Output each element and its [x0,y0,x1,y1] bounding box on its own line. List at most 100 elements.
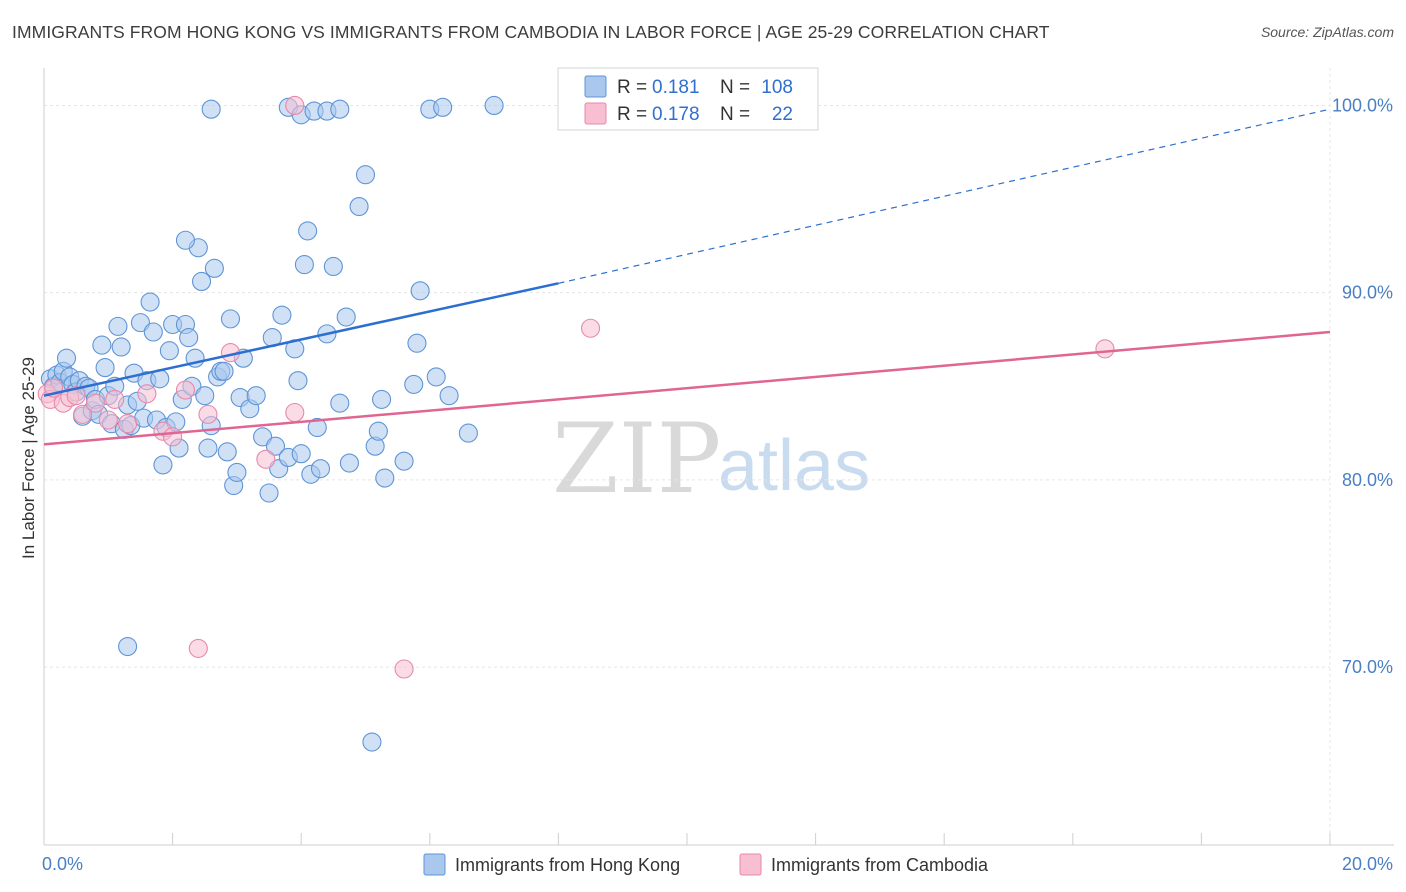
hong-kong-point [307,417,327,438]
cambodia-point [105,389,125,409]
cambodia-point [163,427,183,447]
hong-kong-point [259,483,279,503]
hong-kong-point [153,455,173,475]
hong-kong-point [404,374,424,394]
hong-kong-point [426,367,446,387]
y-tick-label: 70.0% [1342,657,1393,677]
chart-source: Source: ZipAtlas.com [1260,24,1394,40]
hong-kong-point [175,230,196,250]
legend-n-label: N = [720,104,750,125]
cambodia-point [98,410,118,430]
cambodia-point [580,318,601,338]
hong-kong-point [191,271,212,291]
cambodia-point [285,95,305,115]
legend: R = 0.181 N = 108 R = 0.178 N = 22 [557,67,819,131]
hong-kong-point [204,258,224,278]
hong-kong-point [375,468,395,488]
cambodia-point [118,414,138,434]
bottom-legend-swatch-hong-kong [423,853,446,876]
hong-kong-point [246,386,266,406]
hong-kong-point [339,453,359,473]
hong-kong-point [217,442,237,462]
x-tick-label: 0.0% [42,854,83,874]
hong-kong-point [372,389,392,409]
hong-kong-point [179,328,199,348]
hong-kong-point [407,333,427,353]
series-cambodia [37,95,1115,679]
trend-line-hong-kong [43,282,559,397]
hong-kong-point [95,358,115,378]
hong-kong-point [140,292,160,312]
hong-kong-point [336,307,356,327]
hong-kong-point [349,196,369,217]
y-tick-label: 90.0% [1342,283,1393,303]
y-axis-label: In Labor Force | Age 25-29 [19,357,38,559]
legend-n-value-hong-kong: 108 [761,77,793,98]
hong-kong-point [291,444,311,464]
hong-kong-point [394,451,414,471]
hong-kong-point [310,459,331,479]
hong-kong-point [108,316,128,336]
legend-r-value-hong-kong: 0.181 [652,77,700,98]
watermark-atlas: atlas [718,426,870,506]
axes [43,68,1394,846]
y-tick-labels: 70.0% 80.0% 90.0% 100.0% [1332,95,1393,677]
cambodia-point [285,402,305,423]
legend-n-value-cambodia: 22 [772,104,793,125]
bottom-legend-label-cambodia: Immigrants from Cambodia [771,855,989,875]
y-tick-label: 80.0% [1342,470,1393,490]
cambodia-point [66,386,86,406]
trend-line-cambodia [43,330,1331,446]
hong-kong-point [433,97,453,117]
cambodia-point [1095,339,1115,359]
bottom-legend: Immigrants from Hong Kong Immigrants fro… [423,853,989,876]
chart-title: IMMIGRANTS FROM HONG KONG VS IMMIGRANTS … [12,22,1050,42]
cambodia-point [73,404,93,424]
trend-lines [43,108,1331,446]
hong-kong-point [355,165,376,185]
hong-kong-point [330,99,350,119]
hong-kong-point [298,221,318,241]
watermark-zip: ZIP [552,403,721,515]
hong-kong-point [294,255,314,275]
cambodia-point [188,638,208,658]
hong-kong-point [410,281,430,301]
bottom-legend-label-hong-kong: Immigrants from Hong Kong [455,855,680,875]
cambodia-point [256,449,276,469]
hong-kong-point [368,421,388,441]
hong-kong-point [323,256,343,277]
x-ticks [43,833,1331,845]
hong-kong-point [265,436,286,456]
hong-kong-point [143,322,163,342]
hong-kong-point [439,386,459,406]
cambodia-point [198,404,218,424]
cambodia-point [85,393,105,413]
cambodia-point [137,384,157,404]
hong-kong-point [118,636,138,657]
cambodia-point [394,659,414,679]
hong-kong-point [130,313,150,333]
hong-kong-point [330,393,350,413]
hong-kong-point [288,371,308,391]
hong-kong-point [458,423,478,443]
hong-kong-point [159,341,179,361]
legend-r-label: R = [617,104,647,125]
hong-kong-point [111,337,131,357]
legend-r-label: R = [617,77,647,98]
x-tick-label: 20.0% [1342,854,1393,874]
trend-line-hong-kong-extension [558,108,1331,284]
hong-kong-point [272,305,292,325]
legend-swatch-cambodia [584,102,607,125]
hong-kong-point [92,335,112,355]
hong-kong-point [195,386,215,406]
hong-kong-point [56,348,77,368]
hong-kong-point [214,361,234,381]
y-tick-label: 100.0% [1332,95,1393,115]
bottom-legend-swatch-cambodia [739,853,762,876]
hong-kong-point [484,95,504,115]
watermark: ZIP atlas [552,403,870,515]
hong-kong-point [220,309,241,329]
legend-swatch-hong-kong [584,75,607,98]
legend-n-label: N = [720,77,750,98]
